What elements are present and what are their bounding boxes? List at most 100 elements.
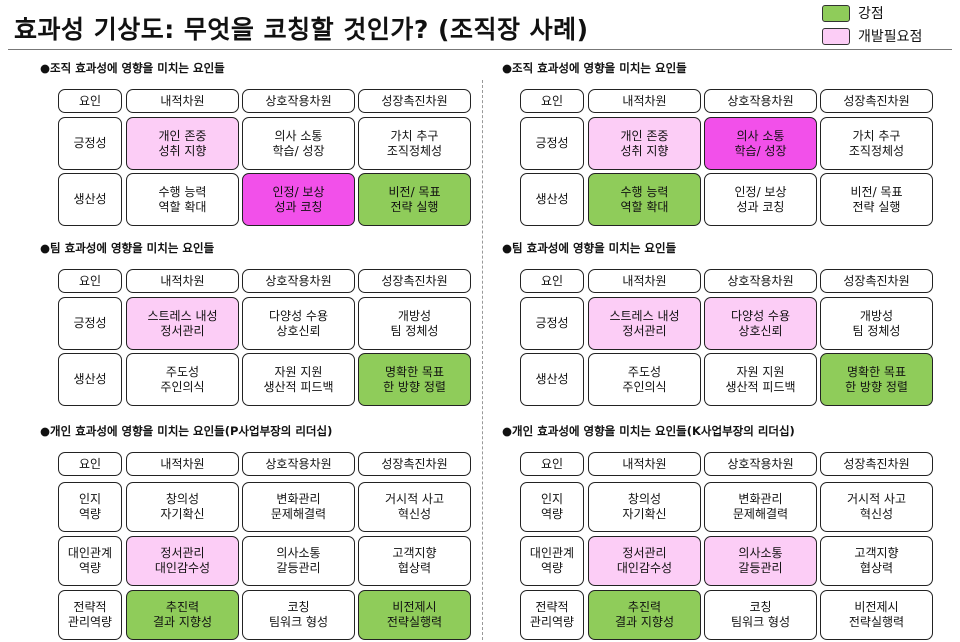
factor-cell: 개인 존중 성취 지향 — [126, 117, 239, 170]
factor-cell-label: 의사 소통 학습/ 성장 — [272, 128, 325, 158]
column-header-label: 상호작용차원 — [727, 93, 794, 108]
factor-cell-label: 개방성 팀 정체성 — [852, 308, 901, 338]
legend: 강점 개발필요점 — [822, 2, 922, 48]
factor-cell-label: 창의성 자기확신 — [622, 492, 667, 521]
factor-cell-label: 수행 능력 역할 확대 — [620, 184, 669, 214]
matrix-section: ●개인 효과성에 영향을 미치는 요인들(P사업부장의 리더십) 요인 내적차원 상호… — [40, 423, 480, 640]
row-header: 대인관계 역량 — [520, 536, 584, 586]
factor-cell: 추진력 결과 지향성 — [588, 590, 701, 640]
factor-cell: 개방성 팀 정체성 — [358, 297, 471, 350]
row-header: 전략적 관리역량 — [58, 590, 122, 640]
column-header-label: 성장촉진차원 — [843, 273, 910, 288]
column-header-label: 요인 — [540, 456, 564, 471]
factor-cell-label: 추진력 결과 지향성 — [152, 600, 212, 629]
factor-cell-label: 고객지향 협상력 — [854, 546, 899, 575]
column-header-label: 내적차원 — [160, 273, 205, 288]
factor-cell-label: 비전/ 목표 전략 실행 — [388, 184, 441, 214]
factor-cell: 비전제시 전략실행력 — [820, 590, 933, 640]
column-header: 성장촉진차원 — [358, 452, 471, 476]
column-header-label: 성장촉진차원 — [381, 456, 448, 471]
matrix-section: ●조직 효과성에 영향을 미치는 요인들 요인 내적차원 상호작용차원 성장촉진차원 긍정… — [40, 60, 480, 240]
factor-cell: 자원 지원 생산적 피드백 — [704, 353, 817, 406]
factor-cell: 주도성 주인의식 — [588, 353, 701, 406]
factor-cell: 정서관리 대인감수성 — [588, 536, 701, 586]
legend-label: 강점 — [858, 6, 884, 22]
factor-cell-label: 거시적 사고 혁신성 — [846, 492, 906, 521]
column-header-label: 상호작용차원 — [265, 456, 332, 471]
section-title: ●개인 효과성에 영향을 미치는 요인들(P사업부장의 리더십) — [40, 424, 333, 438]
column-header-label: 내적차원 — [622, 273, 667, 288]
row-header-label: 전략적 관리역량 — [529, 600, 575, 629]
column-header-label: 상호작용차원 — [727, 456, 794, 471]
factor-cell-label: 비전제시 전략실행력 — [848, 600, 905, 629]
section-title: ●팀 효과성에 영향을 미치는 요인들 — [40, 241, 215, 255]
factor-cell-label: 수행 능력 역할 확대 — [158, 184, 207, 214]
factor-cell-label: 개인 존중 성취 지향 — [158, 128, 207, 158]
factor-cell-label: 다양성 수용 상호신뢰 — [268, 308, 328, 338]
row-header-label: 인지 역량 — [78, 492, 102, 521]
matrix-section: ●조직 효과성에 영향을 미치는 요인들 요인 내적차원 상호작용차원 성장촉진차원 긍정… — [502, 60, 942, 240]
factor-cell-label: 고객지향 협상력 — [392, 546, 437, 575]
factor-cell-label: 코칭 팀워크 형성 — [268, 600, 328, 629]
column-header: 상호작용차원 — [704, 452, 817, 476]
row-header-label: 긍정성 — [535, 316, 569, 330]
factor-cell-label: 자원 지원 생산적 피드백 — [263, 364, 334, 394]
factor-cell: 개인 존중 성취 지향 — [588, 117, 701, 170]
title-underline — [8, 49, 952, 50]
column-header: 상호작용차원 — [242, 269, 355, 293]
column-header-label: 내적차원 — [622, 93, 667, 108]
factor-cell: 명확한 목표 한 방향 정렬 — [358, 353, 471, 406]
row-header-label: 대인관계 역량 — [529, 546, 575, 575]
column-header-label: 상호작용차원 — [265, 273, 332, 288]
factor-cell: 비전/ 목표 전략 실행 — [820, 173, 933, 226]
row-header-label: 전략적 관리역량 — [67, 600, 113, 629]
column-header: 요인 — [520, 89, 584, 113]
column-header-label: 상호작용차원 — [727, 273, 794, 288]
factor-cell-label: 비전제시 전략실행력 — [386, 600, 443, 629]
row-header-label: 대인관계 역량 — [67, 546, 113, 575]
factor-cell: 정서관리 대인감수성 — [126, 536, 239, 586]
legend-item-development: 개발필요점 — [822, 25, 922, 47]
row-header: 긍정성 — [58, 117, 122, 170]
column-header-label: 요인 — [78, 273, 102, 288]
column-header: 내적차원 — [126, 452, 239, 476]
factor-cell: 코칭 팀워크 형성 — [704, 590, 817, 640]
matrix-section: ●팀 효과성에 영향을 미치는 요인들 요인 내적차원 상호작용차원 성장촉진차원 긍정성… — [40, 240, 480, 420]
row-header-label: 긍정성 — [73, 136, 107, 150]
column-header: 내적차원 — [126, 89, 239, 113]
column-header: 성장촉진차원 — [358, 89, 471, 113]
column-header: 성장촉진차원 — [358, 269, 471, 293]
column-header-label: 성장촉진차원 — [843, 456, 910, 471]
factor-cell: 주도성 주인의식 — [126, 353, 239, 406]
factor-cell: 가치 추구 조직정체성 — [358, 117, 471, 170]
row-header: 생산성 — [58, 173, 122, 226]
section-title: ●팀 효과성에 영향을 미치는 요인들 — [502, 241, 677, 255]
row-header: 전략적 관리역량 — [520, 590, 584, 640]
factor-cell: 변화관리 문제해결력 — [242, 482, 355, 532]
column-header: 성장촉진차원 — [820, 89, 933, 113]
column-header: 성장촉진차원 — [820, 452, 933, 476]
factor-cell-label: 다양성 수용 상호신뢰 — [730, 308, 790, 338]
factor-cell: 거시적 사고 혁신성 — [820, 482, 933, 532]
row-header-label: 생산성 — [535, 372, 569, 386]
row-header-label: 생산성 — [73, 372, 107, 386]
factor-cell: 의사소통 갈등관리 — [704, 536, 817, 586]
factor-cell: 비전제시 전략실행력 — [358, 590, 471, 640]
factor-cell-label: 의사소통 갈등관리 — [276, 546, 321, 575]
row-header: 생산성 — [58, 353, 122, 406]
factor-cell-label: 명확한 목표 한 방향 정렬 — [845, 364, 908, 394]
row-header: 생산성 — [520, 353, 584, 406]
factor-cell-label: 개인 존중 성취 지향 — [620, 128, 669, 158]
factor-cell-label: 자원 지원 생산적 피드백 — [725, 364, 796, 394]
row-header: 긍정성 — [520, 297, 584, 350]
factor-cell-label: 가치 추구 조직정체성 — [848, 128, 905, 158]
factor-cell-label: 가치 추구 조직정체성 — [386, 128, 443, 158]
factor-cell-label: 정서관리 대인감수성 — [616, 546, 673, 575]
column-header-label: 요인 — [540, 93, 564, 108]
column-header-label: 상호작용차원 — [265, 93, 332, 108]
factor-cell: 가치 추구 조직정체성 — [820, 117, 933, 170]
section-title: ●조직 효과성에 영향을 미치는 요인들 — [502, 61, 687, 75]
row-header: 대인관계 역량 — [58, 536, 122, 586]
column-header: 요인 — [520, 452, 584, 476]
factor-cell: 코칭 팀워크 형성 — [242, 590, 355, 640]
